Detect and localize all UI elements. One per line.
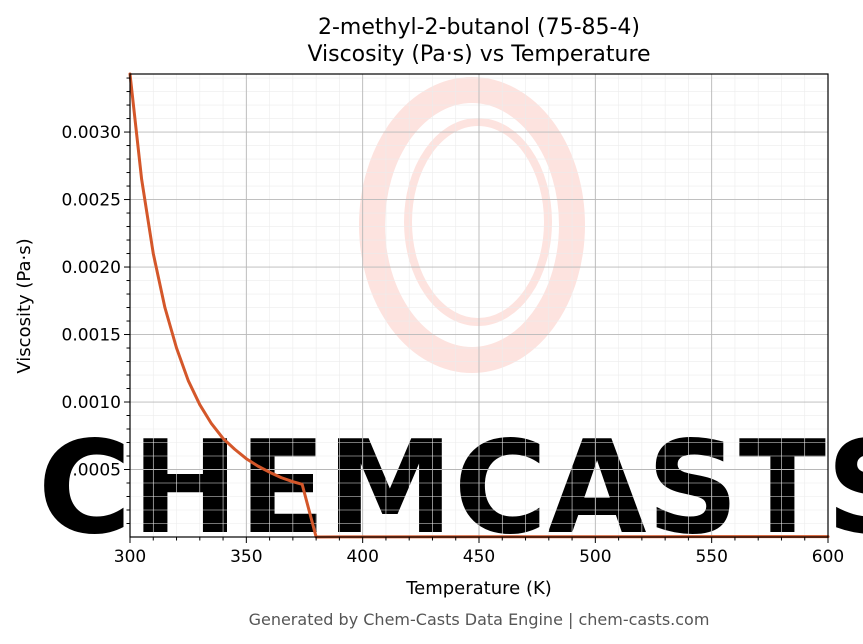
x-tick-label: 600 (812, 547, 844, 567)
footer-credit: Generated by Chem-Casts Data Engine | ch… (249, 610, 710, 629)
x-tick-label: 300 (114, 547, 146, 567)
watermark-text: CHEMCASTS (38, 414, 863, 563)
y-tick-label: 0.0015 (62, 326, 121, 346)
chart-title-line2: Viscosity (Pa·s) vs Temperature (307, 42, 650, 67)
y-tick-label: 0.0025 (62, 191, 121, 211)
x-tick-label: 350 (230, 547, 262, 567)
y-axis-ticks: 0.0005 0.0010 0.0015 0.0020 0.0025 0.0030 (62, 77, 130, 525)
watermark-logo (359, 77, 585, 373)
x-tick-label: 550 (695, 547, 727, 567)
y-tick-label: 0.0020 (62, 258, 121, 278)
y-tick-label: 0.0005 (62, 461, 121, 481)
watermark: CHEMCASTS (38, 77, 863, 563)
x-tick-label: 450 (463, 547, 495, 567)
chart-title-line1: 2-methyl-2-butanol (75-85-4) (318, 15, 640, 40)
y-tick-label: 0.0030 (62, 123, 121, 143)
x-tick-label: 400 (346, 547, 378, 567)
y-axis-label: Viscosity (Pa·s) (14, 238, 35, 373)
x-tick-label: 500 (579, 547, 611, 567)
x-axis-ticks: 300 350 400 450 500 550 600 (114, 537, 844, 567)
x-axis-label: Temperature (K) (405, 578, 552, 599)
y-tick-label: 0.0010 (62, 393, 121, 413)
